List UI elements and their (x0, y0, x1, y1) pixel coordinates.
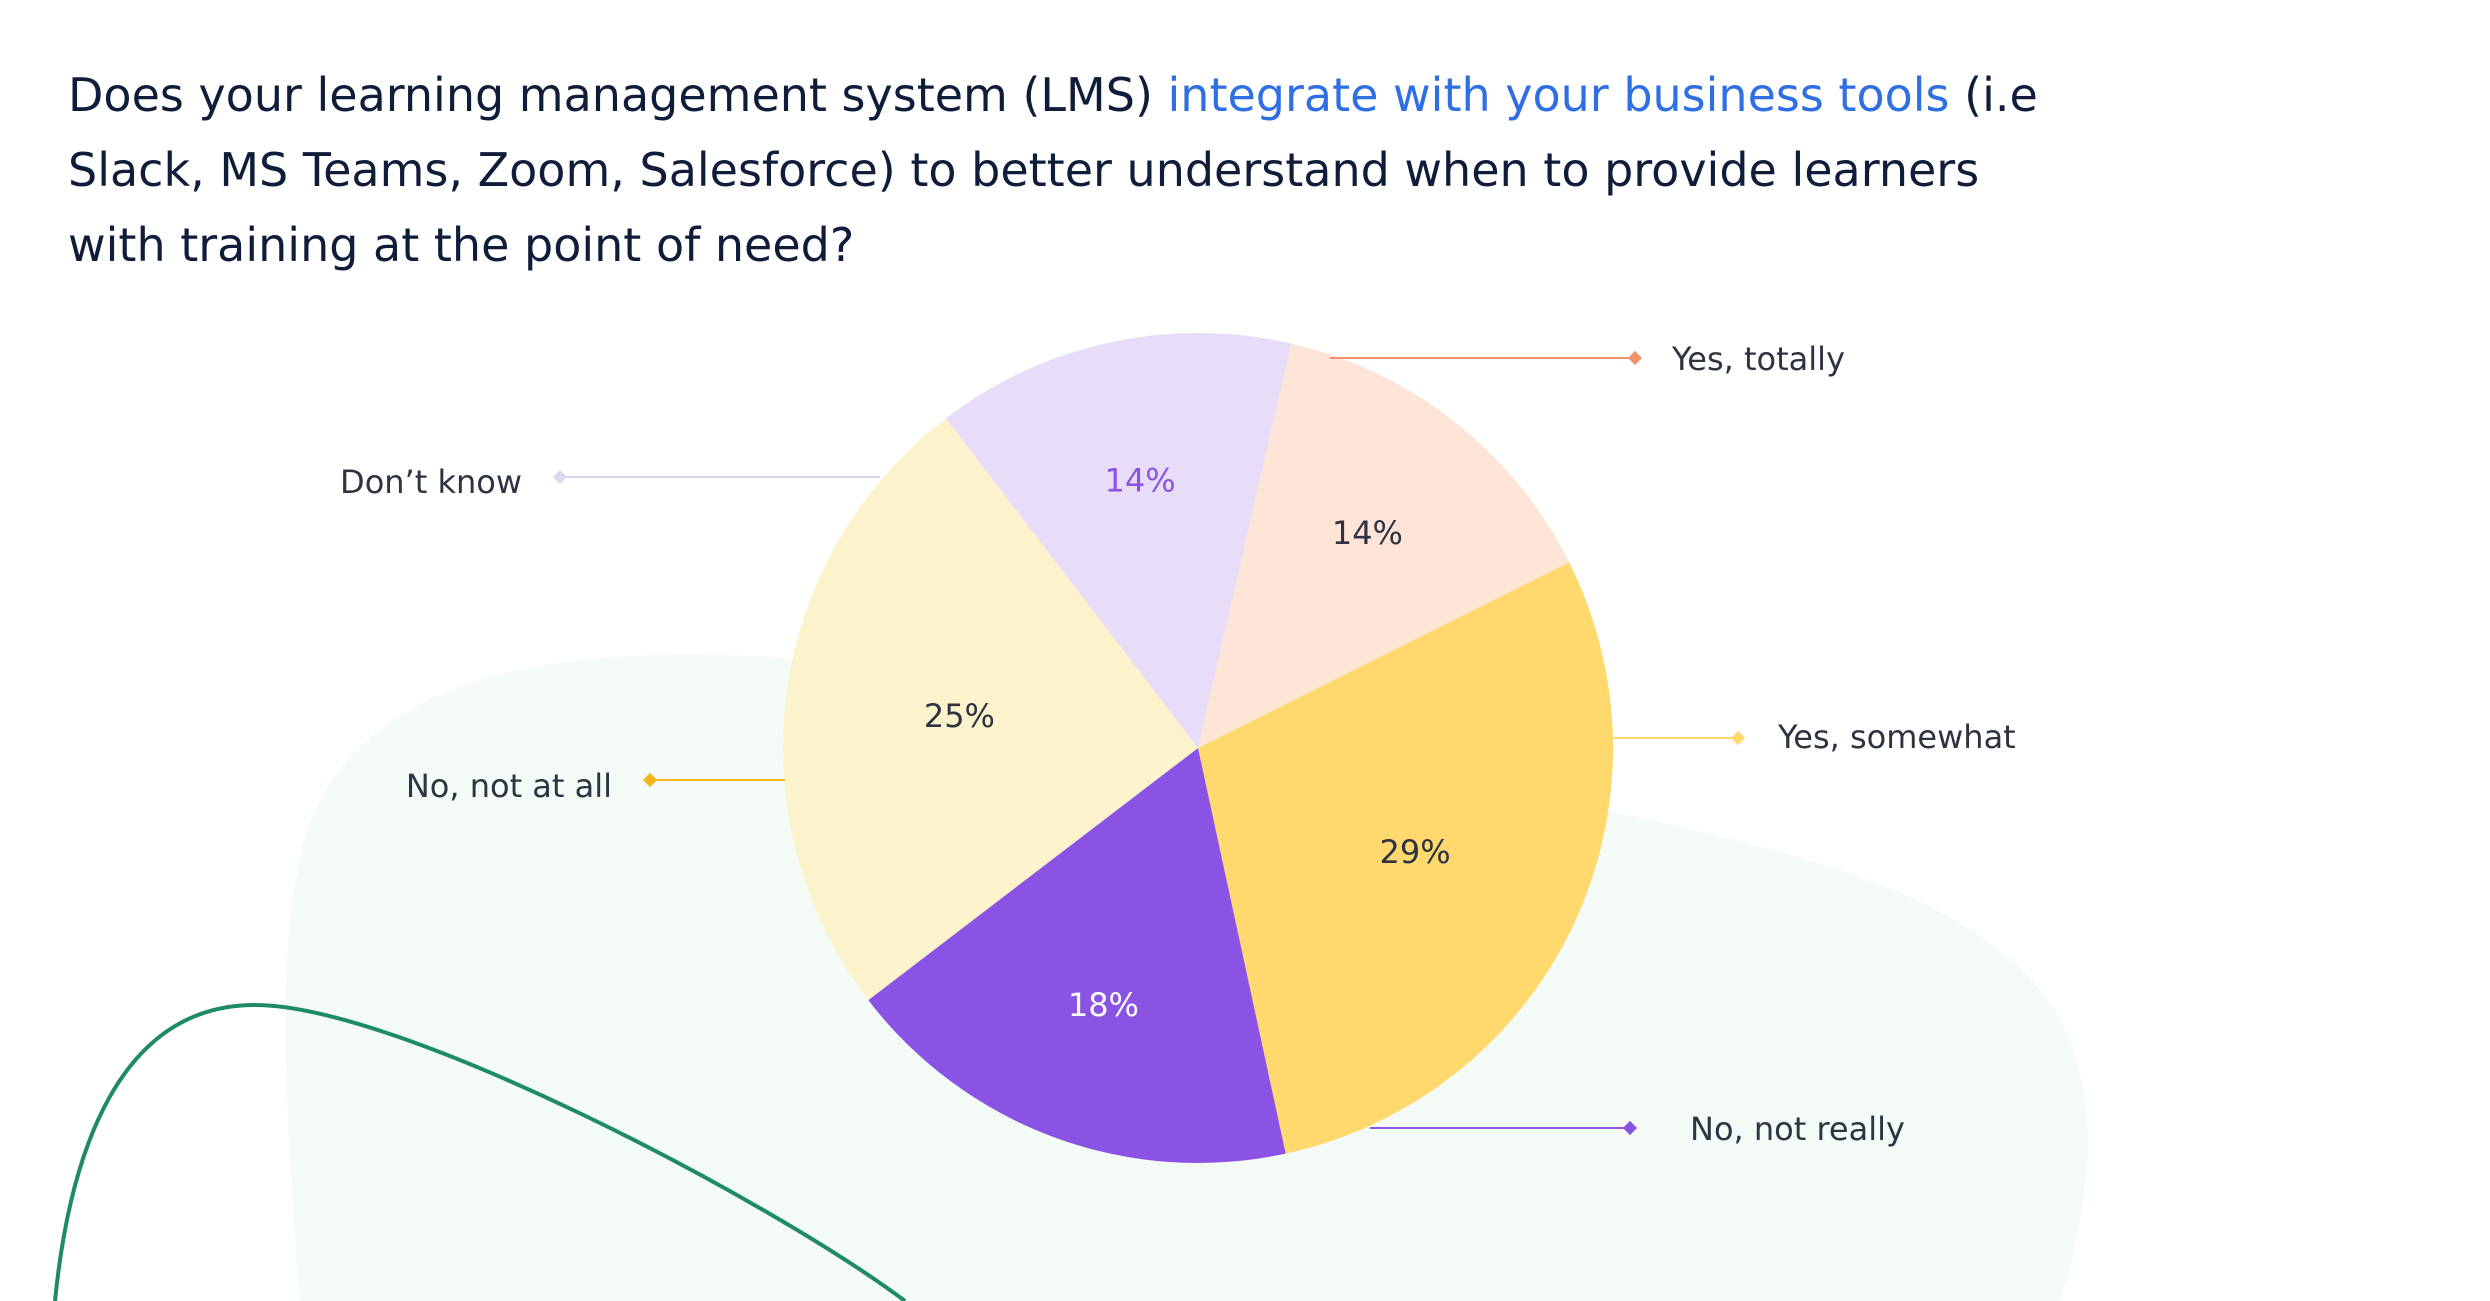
leader-marker-yes-somewhat (1730, 730, 1746, 746)
pie-slice-yes-totally (1198, 343, 1570, 748)
slice-label-no-not-really: No, not really (1690, 1110, 1905, 1148)
pie-slice-no-not-at-all (782, 418, 1198, 1001)
pie-slice-no-not-really (868, 748, 1286, 1163)
title-text-before: Does your learning management system (LM… (68, 68, 1168, 122)
leader-marker-no-not-really (1622, 1120, 1638, 1136)
slice-percent-yes-somewhat: 29% (1380, 833, 1451, 871)
pie-slices (782, 332, 1614, 1163)
title-text-after: (i.e Slack, MS Teams, Zoom, Salesforce) … (68, 68, 2038, 272)
decorative-curve (53, 1002, 907, 1301)
chart-title: Does your learning management system (LM… (68, 58, 2068, 283)
slice-label-yes-somewhat: Yes, somewhat (1777, 718, 2016, 756)
pie-labels: 14% Yes, totally 29% Yes, somewhat 18% No, no… (340, 340, 2016, 1148)
slice-percent-no-not-really: 18% (1068, 986, 1139, 1024)
leader-marker-don-t-know (552, 469, 568, 485)
slice-percent-no-not-at-all: 25% (924, 697, 995, 735)
leader-marker-yes-totally (1627, 350, 1643, 366)
slice-percent-yes-totally: 14% (1332, 514, 1403, 552)
slice-label-no-not-at-all: No, not at all (406, 767, 612, 805)
slice-percent-don-t-know: 14% (1105, 461, 1176, 499)
pie-slice-don-t-know (945, 332, 1292, 748)
leader-marker-no-not-at-all (642, 772, 658, 788)
slice-label-yes-totally: Yes, totally (1671, 340, 1845, 378)
slice-label-don-t-know: Don’t know (340, 463, 522, 501)
pie-slice-yes-somewhat (1198, 562, 1614, 1154)
leader-lines (552, 350, 1746, 1136)
title-highlight: integrate with your business tools (1167, 68, 1950, 122)
